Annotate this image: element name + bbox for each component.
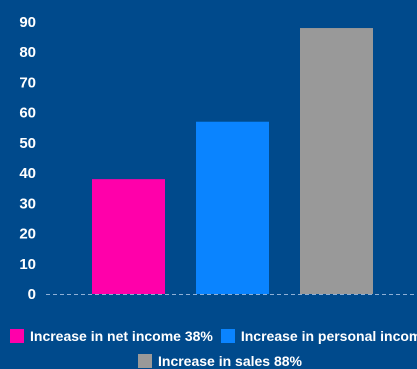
bar-2 (196, 121, 269, 294)
y-tick-label: 30 (19, 195, 36, 212)
legend-row-2: Increase in sales 88% (138, 353, 310, 369)
bar-3 (300, 28, 373, 295)
legend-swatch-net-income (10, 329, 24, 343)
legend-swatch-sales (138, 354, 152, 368)
y-tick-label: 10 (19, 256, 36, 273)
y-tick-label: 80 (19, 44, 36, 61)
y-tick-label: 50 (19, 135, 36, 152)
y-tick-label: 20 (19, 226, 36, 243)
bar-1 (92, 179, 165, 294)
legend-label-sales: Increase in sales 88% (158, 353, 302, 369)
legend-row-1: Increase in net income 38% Increase in p… (10, 328, 417, 344)
legend-label-net-income: Increase in net income 38% (30, 328, 213, 344)
y-tick-label: 60 (19, 105, 36, 122)
legend-item-sales: Increase in sales 88% (138, 353, 302, 369)
legend-item-personal-income: Increase in personal income (220, 328, 417, 344)
legend-swatch-personal-income (220, 329, 235, 343)
y-tick-label: 70 (19, 74, 36, 91)
y-tick-label: 0 (28, 286, 36, 303)
y-tick-label: 40 (19, 165, 36, 182)
legend-item-net-income: Increase in net income 38% (10, 328, 213, 344)
y-tick-label: 90 (19, 14, 36, 31)
legend-label-personal-income: Increase in personal income (240, 328, 417, 344)
